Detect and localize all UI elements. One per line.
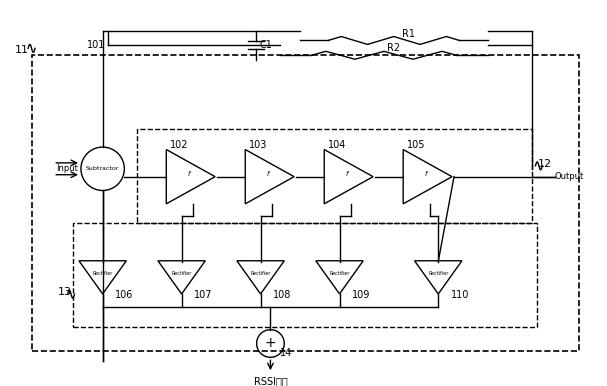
- Text: Rectifier: Rectifier: [428, 271, 449, 276]
- Text: 13: 13: [58, 287, 72, 297]
- Text: 106: 106: [115, 290, 134, 300]
- Text: 109: 109: [352, 290, 370, 300]
- Text: 104: 104: [328, 140, 347, 150]
- Text: R2: R2: [387, 43, 401, 53]
- Text: +: +: [265, 337, 276, 350]
- Text: Subtractor: Subtractor: [86, 166, 120, 171]
- Text: Rectifier: Rectifier: [330, 271, 350, 276]
- Text: 102: 102: [171, 140, 189, 150]
- Bar: [32, 55, 579, 351]
- Text: 12: 12: [538, 159, 552, 169]
- Text: Input: Input: [56, 164, 78, 173]
- Text: Rectifier: Rectifier: [250, 271, 271, 276]
- Text: 14: 14: [280, 348, 293, 358]
- Text: Rectifier: Rectifier: [92, 271, 113, 276]
- Text: 11: 11: [15, 45, 29, 55]
- Text: 107: 107: [194, 290, 212, 300]
- Text: 105: 105: [407, 140, 426, 150]
- Bar: [73, 223, 537, 327]
- Text: Output: Output: [555, 172, 584, 181]
- Text: C1: C1: [259, 41, 272, 51]
- Text: $f$: $f$: [187, 169, 192, 178]
- Text: 110: 110: [451, 290, 469, 300]
- Text: R1: R1: [402, 29, 415, 39]
- Text: 101: 101: [87, 41, 105, 51]
- Text: 103: 103: [249, 140, 268, 150]
- Text: Rectifier: Rectifier: [171, 271, 192, 276]
- Text: $f$: $f$: [424, 169, 429, 178]
- Text: $f$: $f$: [266, 169, 271, 178]
- Text: $f$: $f$: [345, 169, 350, 178]
- Text: 108: 108: [273, 290, 291, 300]
- Bar: [137, 129, 532, 223]
- Text: RSSI输出: RSSI输出: [254, 376, 287, 386]
